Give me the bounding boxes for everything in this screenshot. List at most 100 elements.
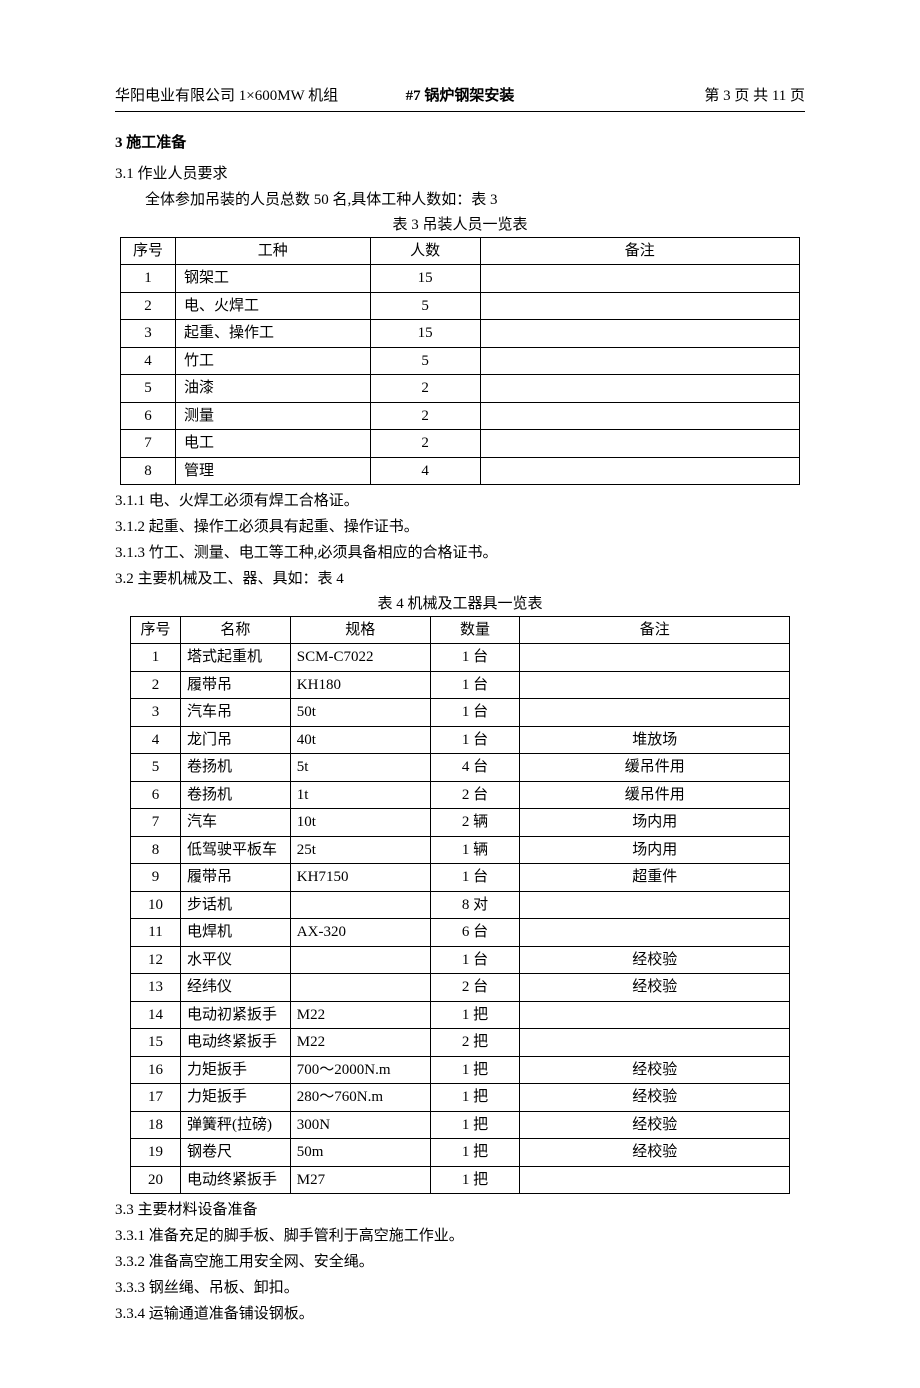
cell-qty: 1 辆 bbox=[430, 836, 520, 864]
cell-note: 缓吊件用 bbox=[520, 754, 790, 782]
cell-spec: 25t bbox=[290, 836, 430, 864]
cell-note: 经校验 bbox=[520, 1084, 790, 1112]
cell-name: 龙门吊 bbox=[180, 726, 290, 754]
table-row: 7电工2 bbox=[121, 430, 800, 458]
cell-spec: M22 bbox=[290, 1029, 430, 1057]
cell-name: 经纬仪 bbox=[180, 974, 290, 1002]
table-row: 12水平仪1 台经校验 bbox=[131, 946, 790, 974]
cell-seq: 16 bbox=[131, 1056, 181, 1084]
cell-name: 力矩扳手 bbox=[180, 1056, 290, 1084]
table-row: 18弹簧秤(拉磅)300N1 把经校验 bbox=[131, 1111, 790, 1139]
cell-seq: 3 bbox=[121, 320, 176, 348]
para-3-1-body: 全体参加吊装的人员总数 50 名,具体工种人数如：表 3 bbox=[115, 188, 805, 212]
para-3-1: 3.1 作业人员要求 bbox=[115, 162, 805, 186]
cell-note bbox=[520, 1001, 790, 1029]
col-num: 人数 bbox=[370, 237, 480, 265]
table-row: 5卷扬机5t4 台缓吊件用 bbox=[131, 754, 790, 782]
header-center: #7 锅炉钢架安装 bbox=[406, 85, 515, 108]
cell-qty: 4 台 bbox=[430, 754, 520, 782]
table-row: 4竹工5 bbox=[121, 347, 800, 375]
cell-spec: 10t bbox=[290, 809, 430, 837]
cell-spec: KH7150 bbox=[290, 864, 430, 892]
cell-spec: SCM-C7022 bbox=[290, 644, 430, 672]
cell-qty: 2 台 bbox=[430, 974, 520, 1002]
table-3-personnel: 序号 工种 人数 备注 1钢架工152电、火焊工53起重、操作工154竹工55油… bbox=[120, 237, 800, 486]
table-row: 3汽车吊50t1 台 bbox=[131, 699, 790, 727]
cell-name: 力矩扳手 bbox=[180, 1084, 290, 1112]
table-header-row: 序号 名称 规格 数量 备注 bbox=[131, 616, 790, 644]
cell-name: 电动终紧扳手 bbox=[180, 1166, 290, 1194]
cell-spec: M22 bbox=[290, 1001, 430, 1029]
cell-qty: 1 台 bbox=[430, 699, 520, 727]
col-seq: 序号 bbox=[121, 237, 176, 265]
cell-seq: 6 bbox=[121, 402, 176, 430]
cell-type: 油漆 bbox=[175, 375, 370, 403]
cell-seq: 2 bbox=[131, 671, 181, 699]
cell-seq: 14 bbox=[131, 1001, 181, 1029]
cell-seq: 15 bbox=[131, 1029, 181, 1057]
cell-spec bbox=[290, 891, 430, 919]
table-row: 8管理4 bbox=[121, 457, 800, 485]
cell-seq: 5 bbox=[131, 754, 181, 782]
cell-num: 4 bbox=[370, 457, 480, 485]
section-3-title: 3 施工准备 bbox=[115, 132, 805, 155]
cell-num: 15 bbox=[370, 265, 480, 293]
cell-seq: 7 bbox=[131, 809, 181, 837]
cell-note: 超重件 bbox=[520, 864, 790, 892]
cell-note bbox=[480, 375, 800, 403]
cell-qty: 2 把 bbox=[430, 1029, 520, 1057]
cell-spec: 5t bbox=[290, 754, 430, 782]
cell-seq: 5 bbox=[121, 375, 176, 403]
para-3-1-3: 3.1.3 竹工、测量、电工等工种,必须具备相应的合格证书。 bbox=[115, 541, 805, 565]
cell-name: 履带吊 bbox=[180, 671, 290, 699]
cell-note: 经校验 bbox=[520, 1056, 790, 1084]
cell-name: 水平仪 bbox=[180, 946, 290, 974]
cell-seq: 3 bbox=[131, 699, 181, 727]
table-row: 5油漆2 bbox=[121, 375, 800, 403]
table-row: 1塔式起重机SCM-C70221 台 bbox=[131, 644, 790, 672]
cell-spec: 40t bbox=[290, 726, 430, 754]
cell-note bbox=[480, 347, 800, 375]
table-row: 13经纬仪2 台经校验 bbox=[131, 974, 790, 1002]
cell-seq: 4 bbox=[131, 726, 181, 754]
cell-seq: 4 bbox=[121, 347, 176, 375]
cell-type: 电工 bbox=[175, 430, 370, 458]
cell-note: 经校验 bbox=[520, 1111, 790, 1139]
cell-num: 5 bbox=[370, 292, 480, 320]
cell-qty: 2 台 bbox=[430, 781, 520, 809]
col-qty: 数量 bbox=[430, 616, 520, 644]
table-row: 1钢架工15 bbox=[121, 265, 800, 293]
cell-qty: 1 台 bbox=[430, 644, 520, 672]
header-right: 第 3 页 共 11 页 bbox=[514, 85, 805, 108]
cell-name: 步话机 bbox=[180, 891, 290, 919]
cell-spec: 50m bbox=[290, 1139, 430, 1167]
para-3-3-3: 3.3.3 钢丝绳、吊板、卸扣。 bbox=[115, 1276, 805, 1300]
cell-qty: 1 把 bbox=[430, 1166, 520, 1194]
cell-seq: 7 bbox=[121, 430, 176, 458]
cell-name: 电动初紧扳手 bbox=[180, 1001, 290, 1029]
para-3-1-2: 3.1.2 起重、操作工必须具有起重、操作证书。 bbox=[115, 515, 805, 539]
cell-qty: 1 把 bbox=[430, 1111, 520, 1139]
cell-type: 管理 bbox=[175, 457, 370, 485]
cell-note: 经校验 bbox=[520, 1139, 790, 1167]
cell-note bbox=[480, 430, 800, 458]
cell-note bbox=[480, 402, 800, 430]
cell-name: 电焊机 bbox=[180, 919, 290, 947]
table-row: 6测量2 bbox=[121, 402, 800, 430]
cell-spec: 700～2000N.m bbox=[290, 1056, 430, 1084]
cell-spec: AX-320 bbox=[290, 919, 430, 947]
table-row: 9履带吊KH71501 台超重件 bbox=[131, 864, 790, 892]
cell-seq: 11 bbox=[131, 919, 181, 947]
col-spec: 规格 bbox=[290, 616, 430, 644]
cell-seq: 1 bbox=[121, 265, 176, 293]
col-name: 名称 bbox=[180, 616, 290, 644]
table-row: 14电动初紧扳手M221 把 bbox=[131, 1001, 790, 1029]
para-3-1-1: 3.1.1 电、火焊工必须有焊工合格证。 bbox=[115, 489, 805, 513]
cell-name: 汽车吊 bbox=[180, 699, 290, 727]
table-row: 2电、火焊工5 bbox=[121, 292, 800, 320]
cell-spec: 1t bbox=[290, 781, 430, 809]
table-row: 8低驾驶平板车25t1 辆场内用 bbox=[131, 836, 790, 864]
table-row: 17力矩扳手280～760N.m1 把经校验 bbox=[131, 1084, 790, 1112]
cell-note bbox=[520, 891, 790, 919]
cell-seq: 1 bbox=[131, 644, 181, 672]
